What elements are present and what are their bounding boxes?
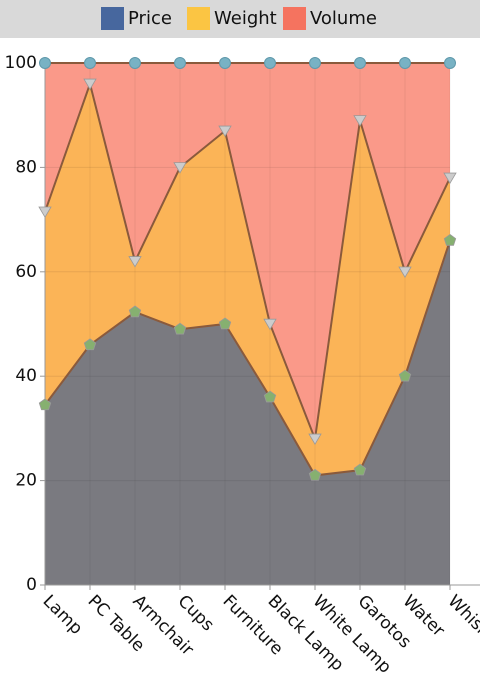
- marker: [399, 57, 411, 69]
- y-tick-label: 0: [26, 575, 37, 595]
- area: [45, 63, 450, 439]
- marker: [353, 115, 367, 127]
- y-tick-label: 60: [15, 262, 37, 282]
- x-tick-label: Whisky: [444, 591, 480, 648]
- marker: [38, 398, 52, 411]
- marker: [38, 206, 52, 218]
- legend-swatch: [283, 7, 306, 30]
- legend-bar: [0, 0, 480, 38]
- series-line: [44, 80, 451, 443]
- marker: [263, 318, 277, 331]
- marker: [129, 57, 141, 69]
- area: [45, 83, 450, 476]
- marker: [309, 57, 321, 69]
- legend: Price Weight Volume: [101, 7, 377, 30]
- legend-label: Price: [128, 8, 172, 29]
- marker: [398, 369, 412, 382]
- marker: [128, 256, 142, 268]
- marker: [174, 57, 186, 69]
- legend-swatch: [187, 7, 210, 30]
- marker: [353, 463, 367, 476]
- marker: [354, 57, 366, 69]
- marker: [308, 433, 322, 446]
- marker: [173, 162, 187, 174]
- marker: [264, 57, 276, 69]
- marker: [444, 57, 456, 69]
- marker: [83, 338, 97, 351]
- legend-label: Volume: [310, 8, 377, 29]
- area: [45, 240, 450, 586]
- y-tick-label: 100: [5, 53, 37, 73]
- marker: [443, 233, 457, 246]
- marker: [398, 266, 412, 278]
- legend-swatch: [101, 7, 124, 30]
- marker: [443, 172, 457, 185]
- series-line: [44, 240, 451, 477]
- marker: [128, 305, 142, 318]
- x-tick-label: Lamp: [39, 591, 87, 639]
- legend-label: Weight: [214, 8, 277, 29]
- marker: [84, 57, 96, 69]
- y-tick-label: 80: [15, 157, 37, 177]
- marker: [173, 322, 187, 335]
- marker: [218, 317, 232, 330]
- marker: [83, 78, 97, 91]
- marker: [263, 390, 277, 403]
- marker: [219, 57, 231, 69]
- y-tick-label: 20: [15, 471, 37, 491]
- marker: [308, 468, 322, 481]
- y-tick-label: 40: [15, 366, 37, 386]
- marker: [39, 57, 51, 69]
- marker: [218, 125, 232, 138]
